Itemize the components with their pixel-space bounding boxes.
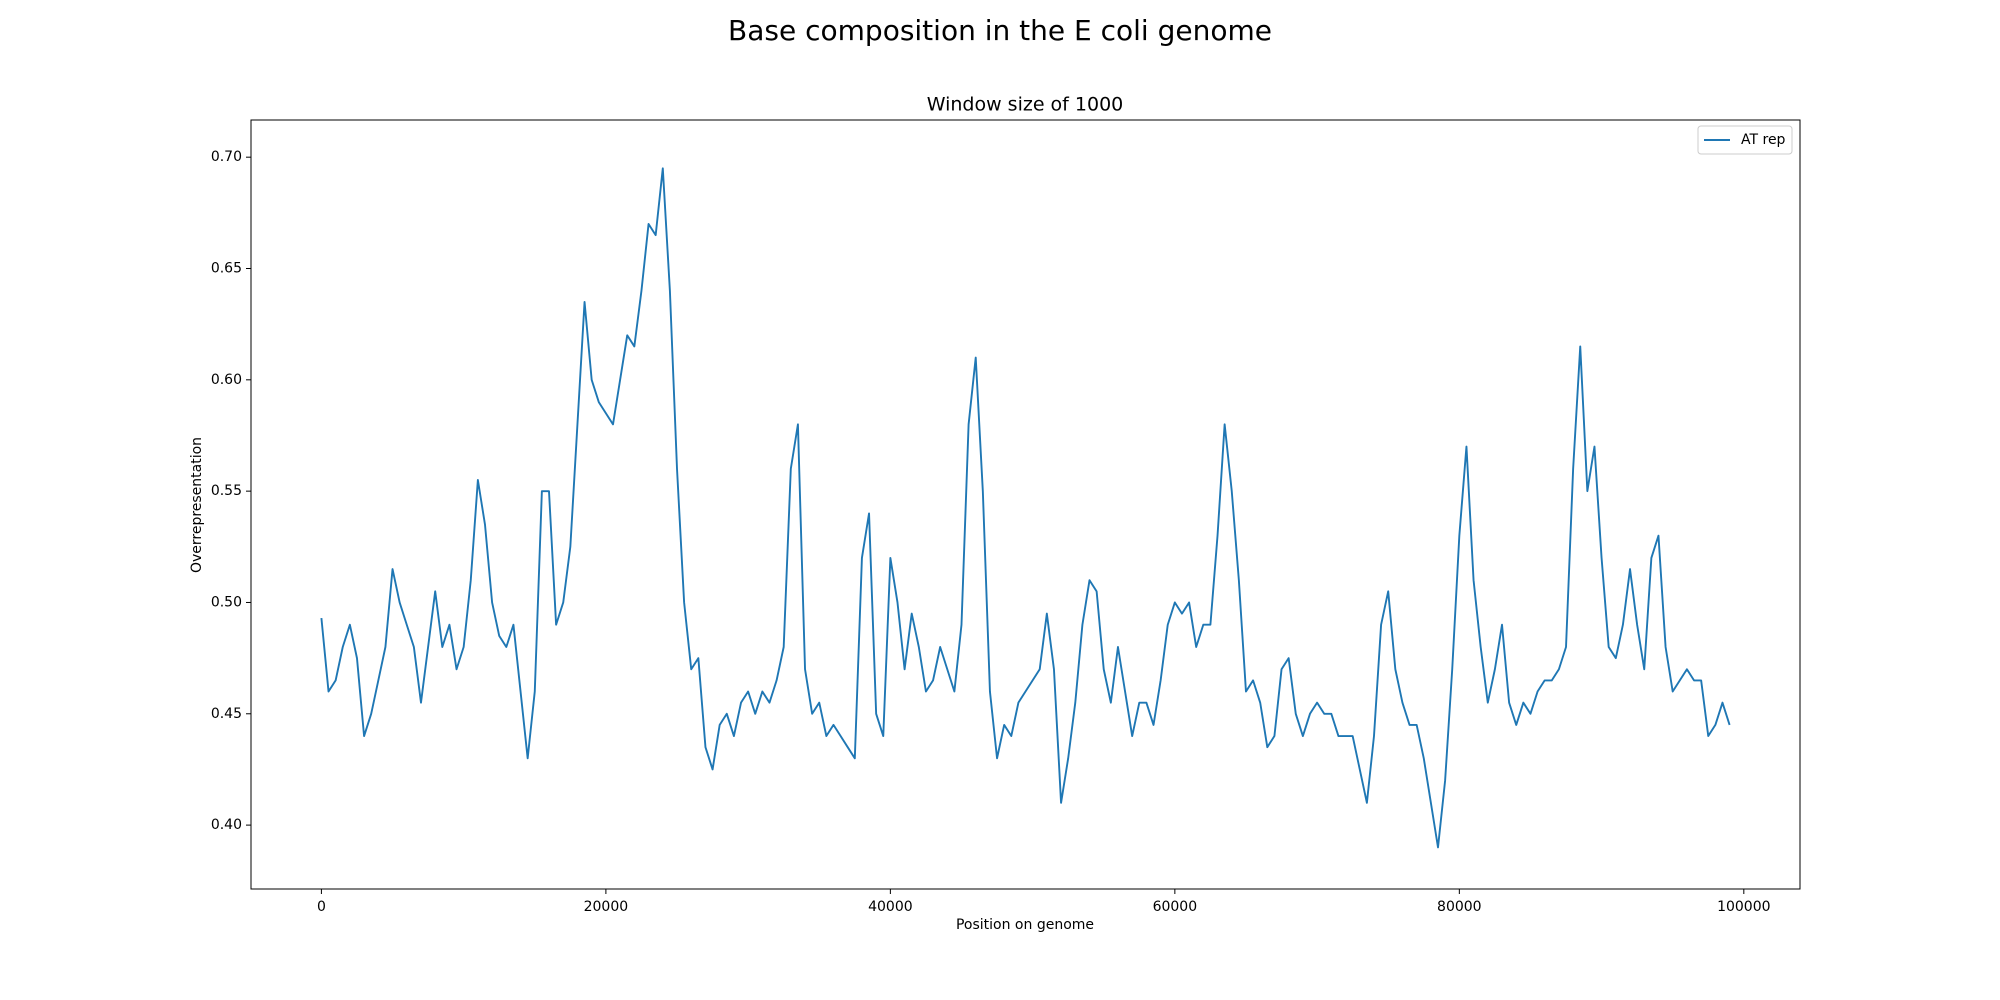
- x-tick-label: 20000: [584, 899, 629, 915]
- data-line: [320, 167, 1731, 849]
- chart-subtitle: Window size of 1000: [927, 94, 1124, 116]
- x-tick-label: 40000: [868, 899, 913, 915]
- legend-label: AT rep: [1741, 132, 1786, 148]
- x-axis-label: Position on genome: [956, 917, 1094, 933]
- y-tick-label: 0.40: [211, 817, 242, 833]
- y-tick-label: 0.45: [211, 706, 242, 722]
- y-tick-label: 0.50: [211, 594, 242, 610]
- y-axis-label: Overrepresentation: [189, 437, 205, 573]
- y-tick-label: 0.60: [211, 372, 242, 388]
- x-tick-label: 0: [317, 899, 326, 915]
- plot-frame: [250, 119, 1801, 890]
- y-tick-label: 0.65: [211, 261, 242, 277]
- x-tick-label: 100000: [1717, 899, 1770, 915]
- y-tick-label: 0.70: [211, 149, 242, 165]
- y-tick-label: 0.55: [211, 483, 242, 499]
- x-tick-label: 60000: [1153, 899, 1198, 915]
- chart-title: Base composition in the E coli genome: [728, 14, 1272, 47]
- legend-box: [1697, 125, 1793, 155]
- x-tick-label: 80000: [1437, 899, 1482, 915]
